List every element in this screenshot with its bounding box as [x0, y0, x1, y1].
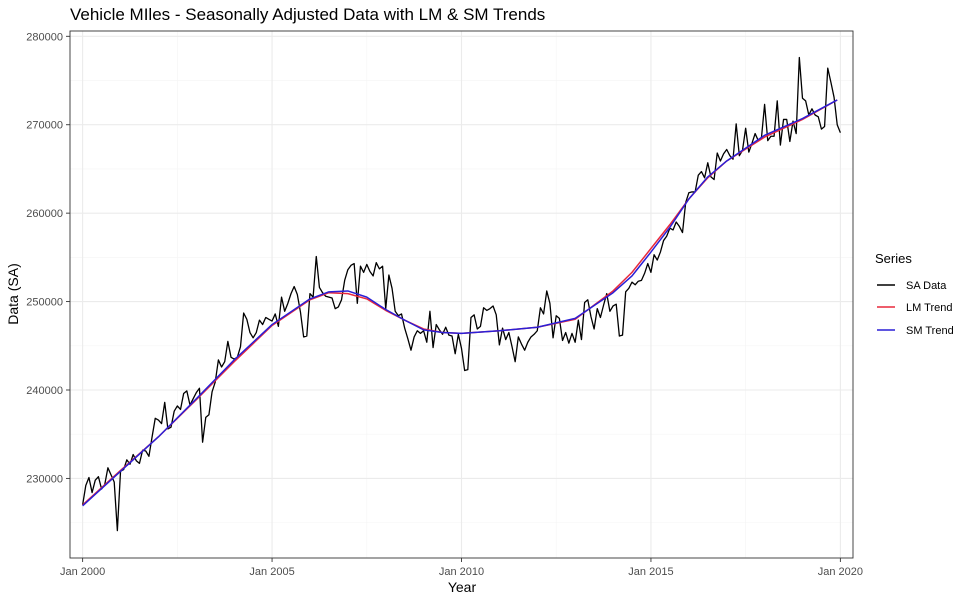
- x-axis-title: Year: [448, 579, 477, 595]
- legend: Series SA Data LM Trend SM Trend: [875, 251, 954, 337]
- series-layer: [81, 56, 841, 532]
- legend-item-lm-trend: LM Trend: [877, 302, 952, 314]
- x-tick-label: Jan 2005: [249, 566, 294, 578]
- y-tick-label: 230000: [26, 473, 63, 485]
- x-axis: Jan 2000 Jan 2005 Jan 2010 Jan 2015 Jan 2020: [60, 558, 863, 578]
- series-line-sa-data: [81, 56, 841, 532]
- legend-title: Series: [875, 251, 912, 266]
- y-axis-title: Data (SA): [5, 263, 21, 324]
- legend-label-lm-trend: LM Trend: [906, 302, 952, 314]
- y-tick-label: 270000: [26, 120, 63, 132]
- x-tick-label: Jan 2010: [439, 566, 484, 578]
- x-tick-label: Jan 2000: [60, 566, 105, 578]
- legend-item-sm-trend: SM Trend: [877, 325, 954, 337]
- y-tick-label: 280000: [26, 31, 63, 43]
- x-tick-label: Jan 2015: [628, 566, 673, 578]
- y-axis: 230000 240000 250000 260000 270000 280000: [26, 31, 70, 485]
- y-tick-label: 240000: [26, 385, 63, 397]
- y-tick-label: 260000: [26, 208, 63, 220]
- chart-title: Vehicle MIles - Seasonally Adjusted Data…: [70, 5, 545, 24]
- legend-label-sm-trend: SM Trend: [906, 325, 954, 337]
- series-line-sm-trend: [82, 99, 838, 507]
- y-tick-label: 250000: [26, 297, 63, 309]
- major-gridlines: [70, 31, 853, 558]
- legend-label-sa-data: SA Data: [906, 280, 947, 292]
- plot-panel: [69, 30, 854, 559]
- legend-item-sa-data: SA Data: [877, 280, 947, 292]
- x-tick-label: Jan 2020: [818, 566, 863, 578]
